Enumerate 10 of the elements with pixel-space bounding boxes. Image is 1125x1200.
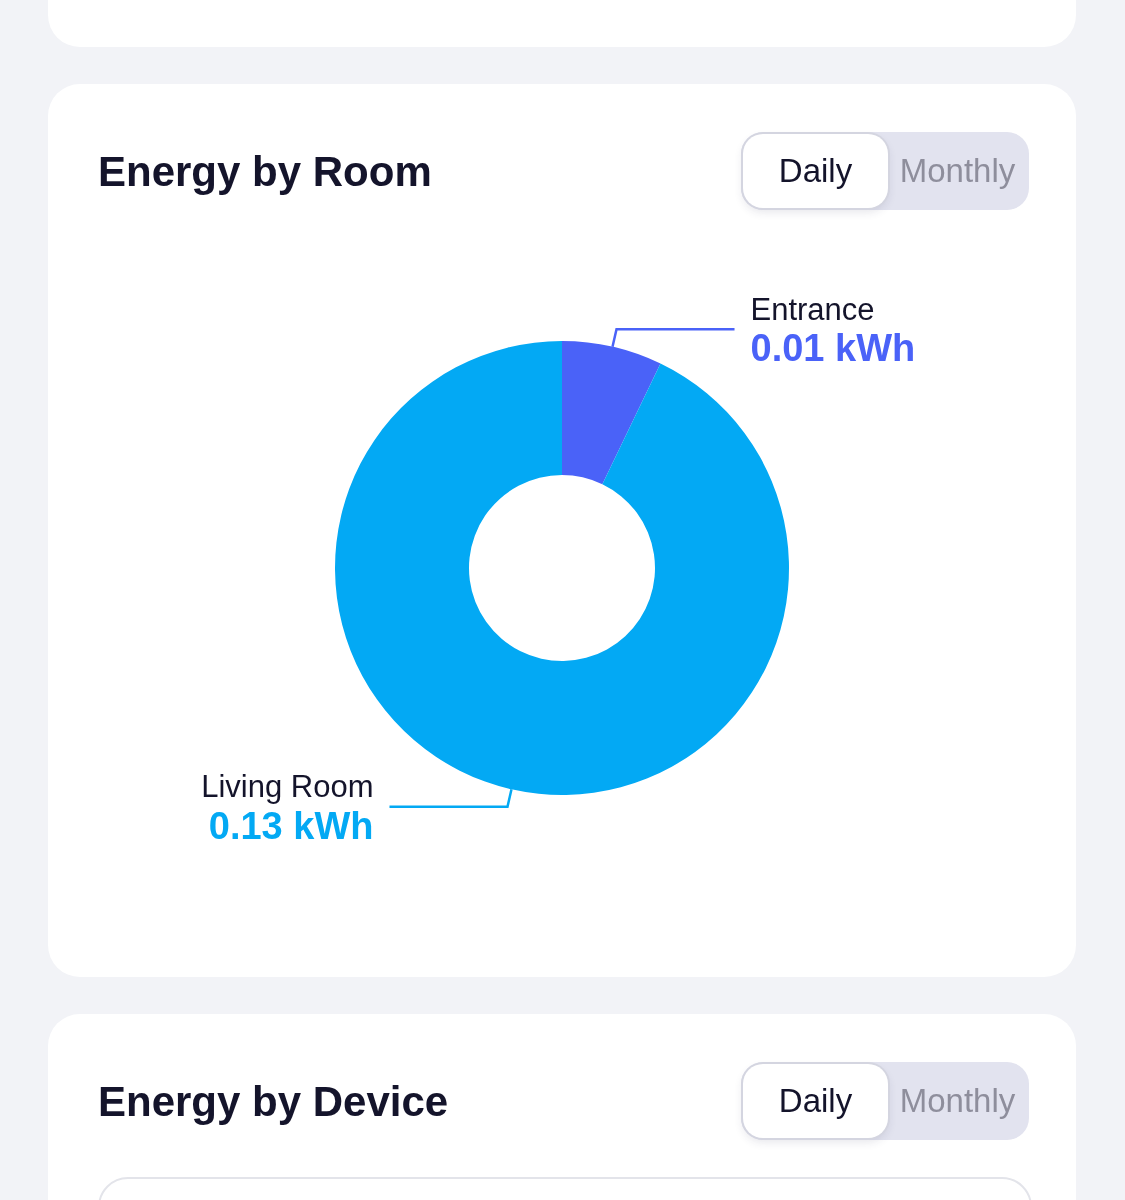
chart-title: Energy by Room xyxy=(98,148,432,196)
slice-label: Living Room xyxy=(201,769,374,805)
segmented-control[interactable]: Daily Monthly xyxy=(741,132,1029,210)
selected-option[interactable]: Daily xyxy=(743,134,888,208)
data-label: 0.13 kWh xyxy=(208,804,374,847)
segmented-control[interactable]: Daily Monthly xyxy=(741,1062,1029,1140)
slice-label: Entrance xyxy=(750,291,875,327)
text: Energy by Device xyxy=(98,1078,449,1126)
data-label: 0.01 kWh xyxy=(750,327,916,370)
selected-option[interactable]: Daily xyxy=(743,1064,888,1138)
